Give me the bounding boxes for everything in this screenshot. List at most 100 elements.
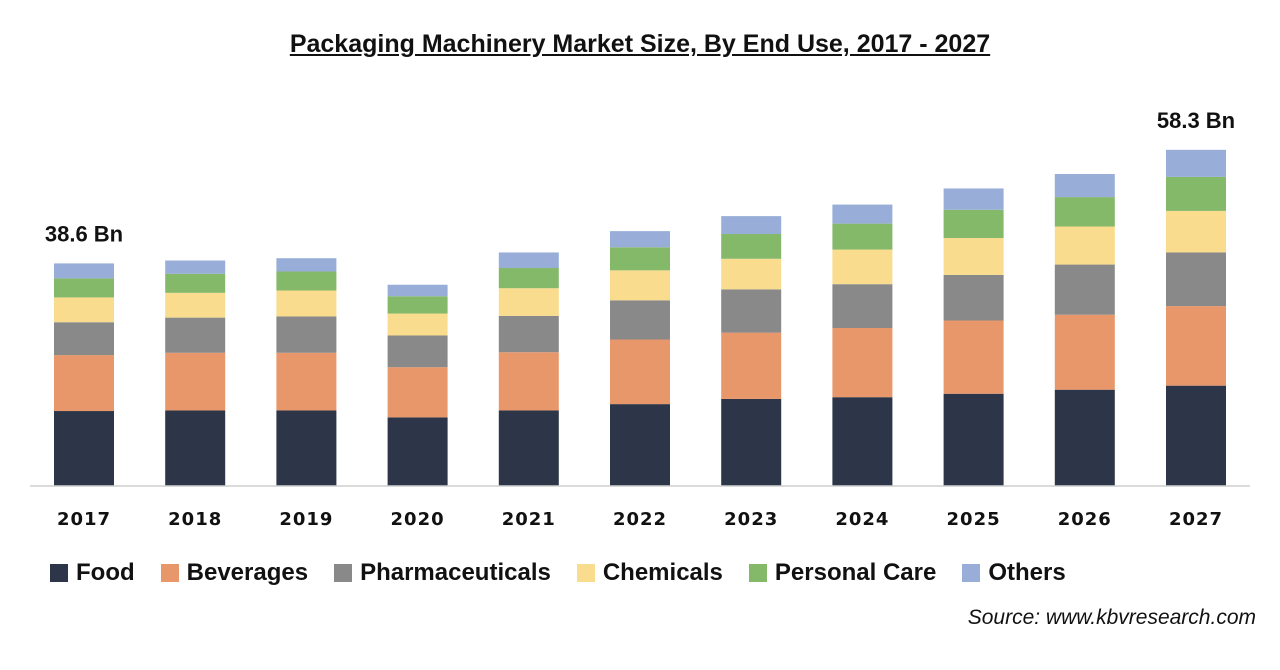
bar-segment-personal-care-2022 [610,247,670,271]
data-label-2027: 58.3 Bn [1157,108,1235,133]
bar-segment-food-2022 [610,404,670,486]
bar-segment-beverages-2023 [721,332,782,399]
legend-swatch [160,564,179,582]
bar-segment-food-2024 [832,397,893,486]
legend-label: Chemicals [602,559,723,586]
x-tick-label-2024: 2024 [835,509,889,530]
bar-segment-personal-care-2018 [165,273,226,293]
bar-segment-chemicals-2022 [610,270,670,301]
x-tick-label-2017: 2017 [57,509,111,530]
bar-segment-personal-care-2019 [276,271,337,291]
bar-segment-beverages-2020 [387,367,448,418]
bar-segment-food-2023 [721,398,782,486]
x-tick-label-2025: 2025 [947,509,1001,530]
bar-segment-chemicals-2026 [1054,226,1115,265]
bar-segment-food-2020 [387,417,448,486]
bar-segment-others-2026 [1054,174,1115,198]
x-tick-label-2023: 2023 [724,509,778,530]
bar-segment-beverages-2017 [54,355,114,412]
bar-segment-beverages-2027 [1166,306,1226,386]
bar-segment-personal-care-2025 [943,209,1004,239]
bar-segment-pharmaceuticals-2022 [610,300,670,340]
x-tick-label-2026: 2026 [1058,509,1112,530]
legend-label: Personal Care [774,559,937,586]
bar-segment-others-2020 [387,284,448,297]
bar-segment-food-2019 [276,410,337,486]
legend-label: Others [988,559,1066,586]
bar-segment-chemicals-2025 [943,238,1004,275]
bar-segment-pharmaceuticals-2027 [1166,252,1226,307]
bar-segment-others-2021 [498,252,559,269]
bar-segment-beverages-2026 [1054,314,1115,390]
bar-segment-pharmaceuticals-2019 [276,316,337,353]
legend-item-beverages: Beverages [160,559,309,587]
legend-swatch [334,564,353,582]
stacked-bar-chart: 2017 2018 2019 2020 2021 2022 2023 2024 2025 2026… [30,108,1250,530]
chart-title: Packaging Machinery Market Size, By End … [289,30,991,58]
legend-item-others: Others [962,559,1066,587]
x-tick-label-2020: 2020 [391,509,445,530]
bar-segment-pharmaceuticals-2021 [498,315,559,353]
x-tick-label-2021: 2021 [502,509,556,530]
legend-swatch [962,564,981,582]
legend-item-food: Food [50,559,135,587]
bar-segment-food-2025 [943,393,1004,486]
x-tick-label-2019: 2019 [279,509,333,530]
legend-swatch [50,564,68,582]
bar-segment-beverages-2022 [610,339,670,405]
bar-segment-pharmaceuticals-2025 [943,274,1004,321]
bar-segment-beverages-2021 [498,352,559,411]
legend-item-personal-care: Personal Care [748,559,937,587]
bar-segment-chemicals-2020 [387,313,448,336]
bar-segment-beverages-2019 [276,352,337,411]
legend-swatch [748,564,767,582]
bar-segment-food-2021 [498,410,559,486]
bar-segment-beverages-2018 [165,352,226,411]
bar-segment-others-2022 [610,231,670,248]
legend-label: Food [76,559,135,586]
legend-label: Beverages [186,559,309,586]
bar-segment-personal-care-2021 [498,268,559,289]
legend-label: Pharmaceuticals [360,559,551,586]
bar-segment-food-2017 [54,411,114,486]
bar-segment-pharmaceuticals-2023 [721,289,782,333]
bar-segment-others-2027 [1166,149,1226,177]
bar-segment-personal-care-2017 [54,278,114,298]
bar-segment-others-2017 [54,263,114,279]
bar-segment-pharmaceuticals-2017 [54,322,114,356]
bar-segment-personal-care-2024 [832,223,893,250]
bar-segment-chemicals-2024 [832,249,893,285]
bar-segment-chemicals-2017 [54,297,114,323]
bar-segment-chemicals-2018 [165,292,226,318]
bar-segment-personal-care-2027 [1166,176,1226,211]
x-tick-label-2022: 2022 [613,509,667,530]
bar-segment-pharmaceuticals-2024 [832,284,893,328]
bar-segment-beverages-2025 [943,320,1004,394]
data-label-2017: 38.6 Bn [45,221,123,246]
bar-segment-chemicals-2023 [721,258,782,290]
bar-segment-food-2018 [165,410,226,486]
bar-segment-beverages-2024 [832,327,893,398]
bar-segment-personal-care-2026 [1054,197,1115,227]
bar-segment-pharmaceuticals-2020 [387,335,448,368]
x-tick-label-2018: 2018 [168,509,222,530]
bar-segment-others-2024 [832,204,893,224]
legend-item-pharmaceuticals: Pharmaceuticals [334,559,551,587]
bar-segment-others-2019 [276,258,337,272]
bar-segment-personal-care-2020 [387,296,448,314]
bar-segment-personal-care-2023 [721,233,782,259]
legend-swatch [576,564,595,582]
bar-segment-pharmaceuticals-2018 [165,317,226,353]
bar-segment-others-2018 [165,260,226,274]
bar-segment-food-2027 [1166,385,1226,486]
source-note: Source: www.kbvresearch.com [967,606,1256,629]
legend-item-chemicals: Chemicals [576,559,723,587]
bar-segment-chemicals-2021 [498,288,559,316]
bar-segment-chemicals-2027 [1166,210,1226,253]
bar-segment-pharmaceuticals-2026 [1054,264,1115,315]
bar-segment-others-2025 [943,188,1004,210]
bar-segment-others-2023 [721,216,782,234]
bar-segment-food-2026 [1054,389,1115,486]
bar-segment-chemicals-2019 [276,290,337,317]
legend: Food Beverages Pharmaceuticals Chemicals Per… [50,556,1066,590]
